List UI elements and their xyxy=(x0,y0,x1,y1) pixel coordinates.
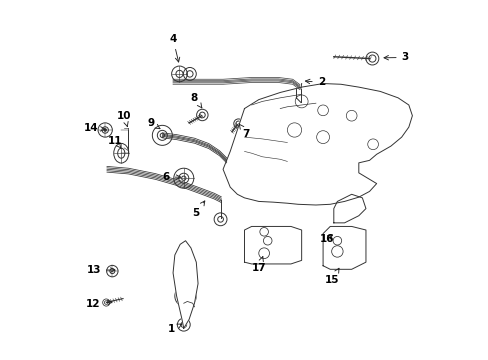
Text: 13: 13 xyxy=(86,265,115,275)
Text: 1: 1 xyxy=(168,324,182,334)
Text: 2: 2 xyxy=(305,77,324,87)
Text: 11: 11 xyxy=(108,136,122,148)
Text: 7: 7 xyxy=(238,123,249,139)
Text: 17: 17 xyxy=(251,257,265,273)
Polygon shape xyxy=(173,241,198,328)
Circle shape xyxy=(103,128,107,132)
Text: 8: 8 xyxy=(190,93,202,108)
Text: 14: 14 xyxy=(83,123,105,133)
Text: 9: 9 xyxy=(147,118,160,129)
Text: 3: 3 xyxy=(383,53,408,63)
Polygon shape xyxy=(244,226,301,264)
Text: 15: 15 xyxy=(324,268,339,285)
Polygon shape xyxy=(223,84,411,205)
Polygon shape xyxy=(333,194,365,223)
Text: 10: 10 xyxy=(117,111,131,126)
Text: 5: 5 xyxy=(192,201,204,218)
Text: 16: 16 xyxy=(319,234,333,244)
Text: 4: 4 xyxy=(169,34,180,62)
Text: 6: 6 xyxy=(162,172,181,182)
Polygon shape xyxy=(323,226,365,269)
Text: 12: 12 xyxy=(86,299,112,309)
